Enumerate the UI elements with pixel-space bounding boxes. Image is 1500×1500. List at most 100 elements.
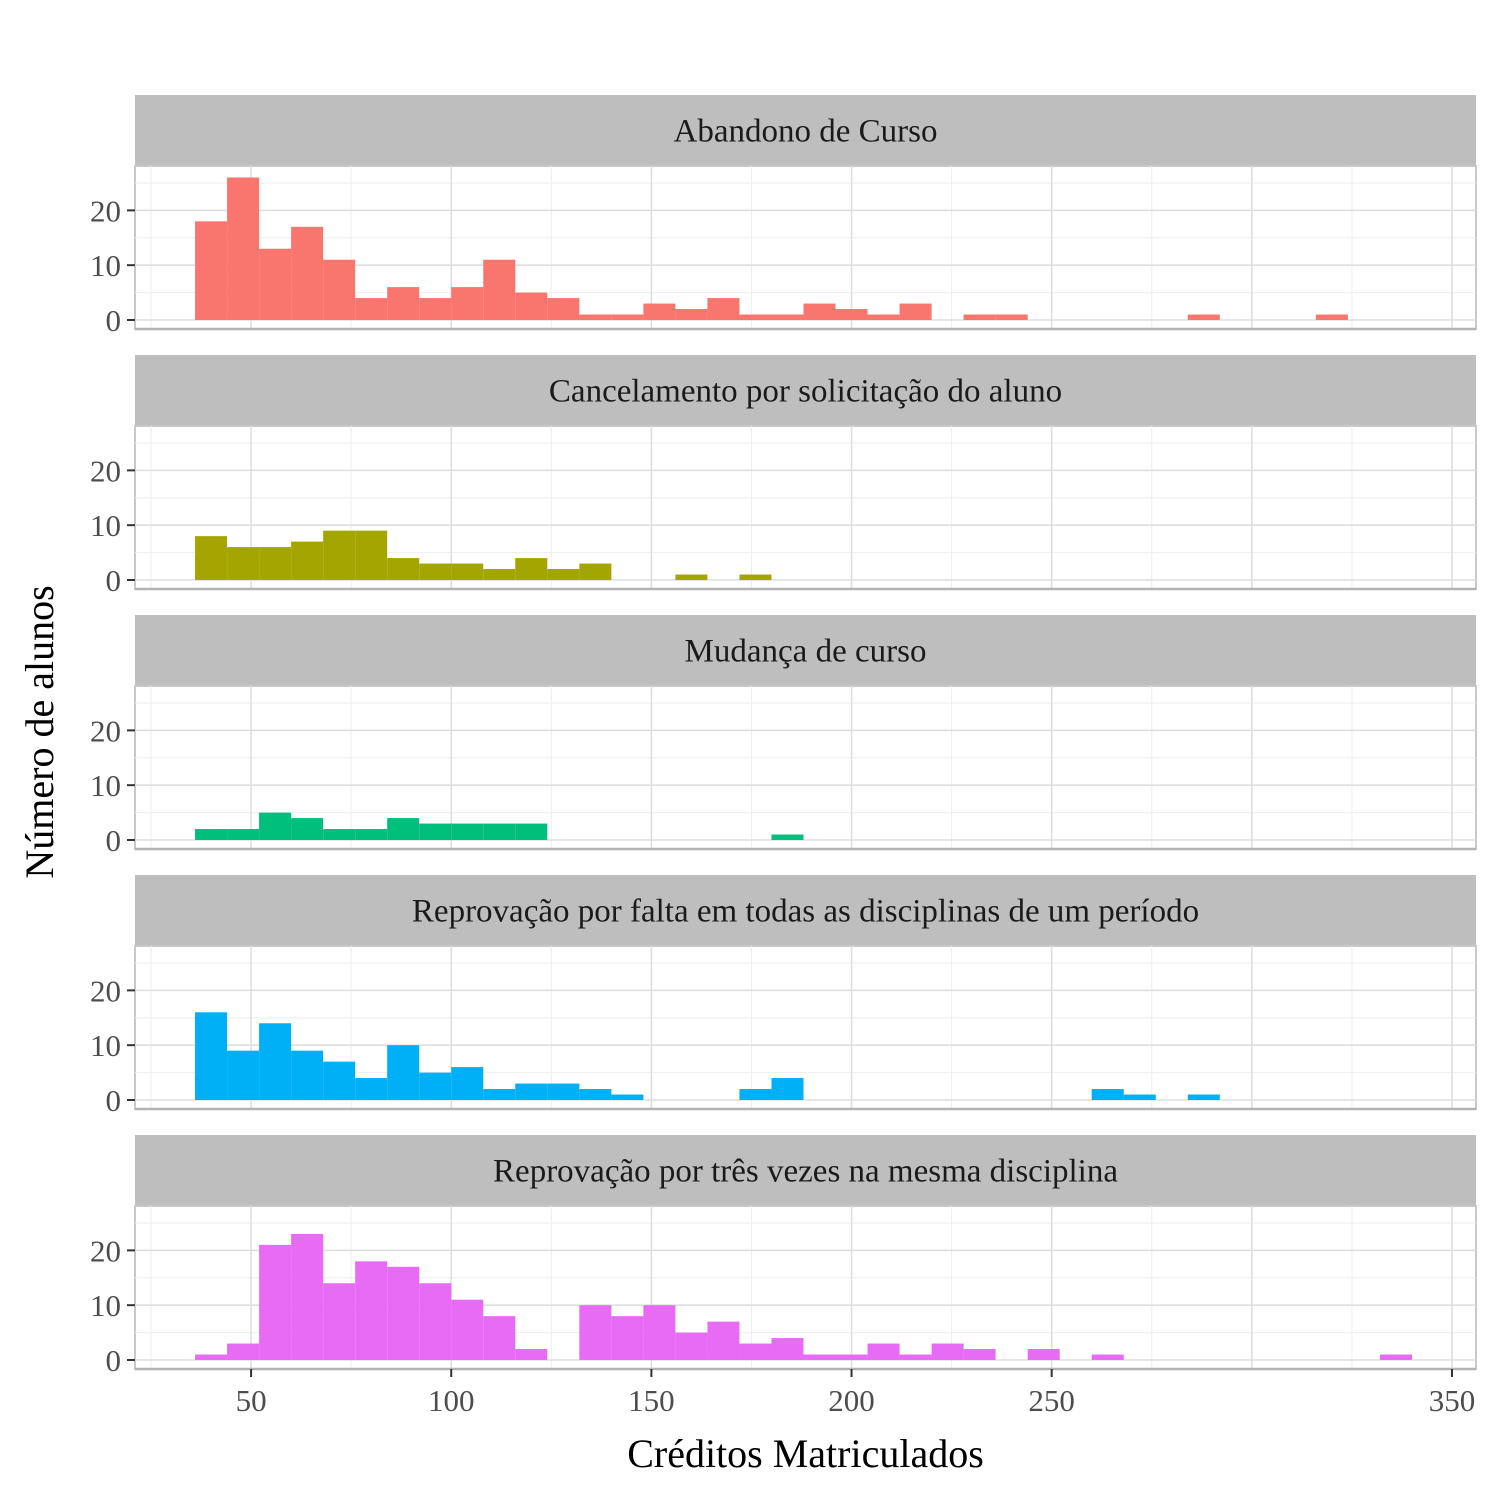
histogram-bar	[195, 1354, 228, 1360]
histogram-bar	[323, 1061, 356, 1100]
histogram-bars	[195, 530, 772, 580]
histogram-bar	[867, 314, 900, 320]
histogram-bar	[323, 259, 356, 320]
histogram-bar	[419, 823, 452, 840]
y-tick-label: 20	[90, 713, 121, 748]
histogram-bar	[355, 298, 388, 320]
histogram-bar	[323, 530, 356, 580]
panel-background	[134, 685, 1477, 850]
y-tick-label: 10	[90, 1288, 121, 1323]
histogram-bar	[419, 563, 452, 580]
y-tick-label: 20	[90, 1233, 121, 1268]
facet-strip	[135, 615, 1476, 686]
y-axis-title: Número de alunos	[17, 585, 62, 878]
histogram-bars	[195, 177, 1348, 320]
histogram-bar	[611, 1094, 644, 1100]
y-tick-label: 0	[106, 563, 122, 598]
histogram-bar	[835, 309, 868, 320]
histogram-bar	[803, 1354, 836, 1360]
histogram-bar	[675, 309, 708, 320]
histogram-bar	[675, 574, 708, 580]
histogram-bar	[611, 1316, 644, 1360]
histogram-bars	[195, 1233, 1412, 1360]
histogram-bar	[515, 1349, 548, 1360]
histogram-bar	[227, 1343, 260, 1360]
histogram-bar	[515, 823, 548, 840]
y-tick-label: 0	[106, 1083, 122, 1118]
y-tick-label: 20	[90, 193, 121, 228]
facet-title: Cancelamento por solicitação do aluno	[549, 374, 1062, 410]
histogram-bar	[771, 834, 804, 840]
gridlines	[135, 946, 1476, 1109]
histogram-bar	[387, 1266, 420, 1360]
y-tick-label: 10	[90, 768, 121, 803]
facet-panel: Mudança de curso 0 10 20	[90, 615, 1477, 858]
histogram-bar	[483, 259, 516, 320]
histogram-bar	[995, 314, 1028, 320]
histogram-bar	[291, 1233, 324, 1360]
histogram-bar	[963, 1349, 996, 1360]
facet-title: Reprovação por três vezes na mesma disci…	[493, 1154, 1118, 1190]
histogram-bar	[515, 1083, 548, 1100]
histogram-bar	[291, 226, 324, 320]
y-tick-label: 20	[90, 453, 121, 488]
histogram-bar	[547, 298, 580, 320]
histogram-bar	[1315, 314, 1348, 320]
histogram-bar	[1187, 314, 1220, 320]
histogram-bar	[899, 303, 932, 320]
histogram-bar	[515, 558, 548, 580]
histogram-bar	[451, 563, 484, 580]
histogram-bar	[643, 1305, 676, 1360]
histogram-bar	[323, 829, 356, 840]
x-tick-label: 50	[236, 1383, 267, 1418]
histogram-bar	[547, 569, 580, 580]
facet-title: Mudança de curso	[685, 634, 927, 670]
histogram-bar	[419, 298, 452, 320]
histogram-bar	[259, 1244, 292, 1360]
histogram-bar	[227, 829, 260, 840]
histogram-bar	[963, 314, 996, 320]
histogram-bar	[899, 1354, 932, 1360]
histogram-bar	[579, 1089, 612, 1100]
y-tick-label: 10	[90, 1028, 121, 1063]
facet-strip	[135, 1135, 1476, 1206]
facet-panel: Reprovação por falta em todas as discipl…	[90, 875, 1477, 1118]
histogram-bar	[259, 812, 292, 840]
y-tick-label: 10	[90, 508, 121, 543]
histogram-bar	[451, 823, 484, 840]
histogram-bar	[291, 1050, 324, 1100]
histogram-bar	[1379, 1354, 1412, 1360]
x-tick-label: 100	[428, 1383, 475, 1418]
facet-panel: Reprovação por três vezes na mesma disci…	[90, 1135, 1477, 1378]
histogram-bar	[675, 1332, 708, 1360]
facet-strip	[135, 95, 1476, 166]
histogram-bar	[867, 1343, 900, 1360]
facet-strip	[135, 355, 1476, 426]
histogram-bar	[579, 314, 612, 320]
facet-panel: Abandono de Curso 0 10 20	[90, 95, 1477, 338]
histogram-bar	[1187, 1094, 1220, 1100]
histogram-bar	[195, 1012, 228, 1100]
histogram-bar	[483, 1316, 516, 1360]
histogram-bar	[227, 547, 260, 580]
histogram-bar	[483, 569, 516, 580]
histogram-bar	[803, 303, 836, 320]
histogram-bar	[387, 818, 420, 840]
histogram-bar	[195, 829, 228, 840]
facet-title: Abandono de Curso	[674, 114, 938, 150]
histogram-bar	[355, 1261, 388, 1360]
histogram-bar	[707, 298, 740, 320]
x-tick-label: 150	[628, 1383, 675, 1418]
histogram-bars	[195, 1012, 1220, 1100]
histogram-bar	[355, 530, 388, 580]
histogram-bar	[451, 1299, 484, 1360]
histogram-bar	[739, 1343, 772, 1360]
histogram-bar	[387, 287, 420, 320]
histogram-bar	[579, 563, 612, 580]
histogram-bar	[771, 314, 804, 320]
x-axis: 50 100 150 200 250 350	[236, 1369, 1475, 1418]
histogram-bar	[195, 536, 228, 580]
histogram-bar	[451, 287, 484, 320]
